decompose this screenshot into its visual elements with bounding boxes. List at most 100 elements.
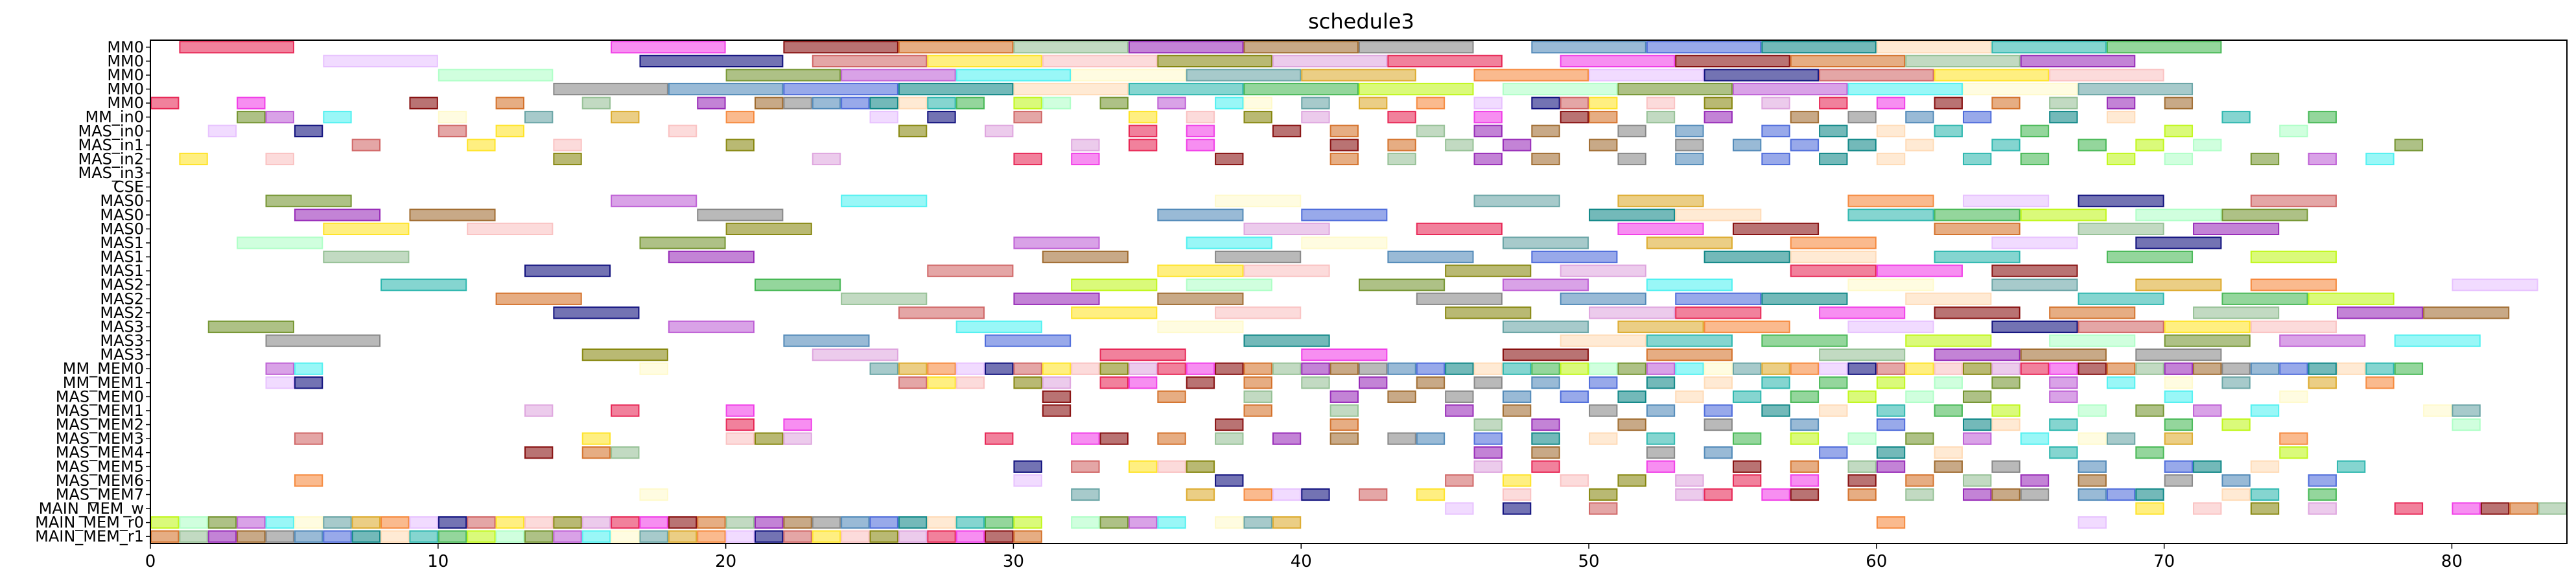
task-bar	[639, 236, 726, 249]
task-bar	[1761, 362, 1790, 375]
task-bar	[2049, 362, 2078, 375]
task-bar	[237, 236, 323, 249]
task-bar	[1387, 54, 1503, 68]
task-bar	[1560, 362, 1589, 375]
task-bar	[150, 530, 180, 543]
task-bar	[2193, 139, 2222, 152]
task-bar	[1646, 279, 1733, 292]
task-bar	[2250, 460, 2280, 473]
task-bar	[2106, 152, 2136, 166]
task-bar	[207, 516, 237, 529]
task-bar	[869, 362, 898, 375]
task-bar	[1963, 362, 1992, 375]
task-bar	[1157, 432, 1186, 445]
task-bar	[1675, 362, 1704, 375]
task-bar	[1215, 516, 1244, 529]
task-bar	[1876, 362, 1906, 375]
task-bar	[869, 97, 898, 109]
task-bar	[1589, 97, 1618, 109]
task-bar	[2308, 111, 2337, 124]
task-bar	[668, 82, 784, 96]
task-bar	[1991, 236, 2078, 249]
plot-background	[150, 40, 2567, 543]
task-bar	[1617, 222, 1704, 236]
task-bar	[2049, 390, 2078, 404]
task-bar	[1790, 111, 1820, 124]
task-bar	[1732, 390, 1762, 404]
task-bar	[2135, 362, 2164, 375]
task-bar	[1416, 124, 1446, 137]
task-bar	[2078, 82, 2194, 96]
task-bar	[351, 516, 381, 529]
task-bar	[1329, 432, 1359, 445]
task-bar	[1502, 502, 1532, 515]
task-bar	[1732, 139, 1762, 152]
task-bar	[553, 530, 582, 543]
task-bar	[2452, 404, 2481, 417]
task-bar	[2423, 404, 2452, 417]
task-bar	[2078, 460, 2107, 473]
task-bar	[1589, 111, 1618, 124]
task-bar	[581, 348, 668, 361]
task-bar	[2250, 488, 2280, 501]
task-bar	[409, 530, 438, 543]
task-bar	[1186, 69, 1302, 82]
task-bar	[1991, 362, 2020, 375]
task-bar	[467, 139, 496, 152]
task-bar	[495, 97, 524, 109]
task-bar	[2078, 516, 2107, 529]
y-tick-label: MAS2	[100, 276, 144, 294]
task-bar	[1013, 474, 1042, 487]
task-bar	[1790, 488, 1820, 501]
plot-area	[150, 40, 2567, 543]
task-bar	[2106, 41, 2222, 54]
task-bar	[1876, 516, 1906, 529]
x-tick-label: 0	[145, 552, 156, 571]
task-bar	[2365, 362, 2395, 375]
task-bar	[725, 404, 755, 417]
task-bar	[294, 530, 323, 543]
y-tick-label: MAS2	[100, 304, 144, 322]
task-bar	[2221, 362, 2251, 375]
task-bar	[1243, 97, 1272, 109]
task-bar	[1819, 97, 1848, 109]
task-bar	[1991, 404, 2020, 417]
task-bar	[1646, 446, 1676, 459]
task-bar	[611, 111, 640, 124]
task-bar	[179, 41, 294, 54]
task-bar	[2078, 194, 2164, 207]
task-bar	[265, 334, 381, 347]
x-tick-label: 10	[427, 552, 449, 571]
task-bar	[611, 404, 640, 417]
task-bar	[1963, 418, 1992, 431]
task-bar	[1473, 362, 1503, 375]
task-bar	[1905, 139, 1934, 152]
task-bar	[1646, 97, 1676, 109]
task-bar	[2279, 432, 2308, 445]
task-bar	[1186, 362, 1215, 375]
y-tick-label: MAS_in2	[78, 150, 144, 168]
task-bar	[1157, 264, 1244, 277]
task-bar	[755, 530, 784, 543]
x-tick-label: 80	[2441, 552, 2463, 571]
task-bar	[1243, 334, 1330, 347]
task-bar	[1301, 348, 1388, 361]
task-bar	[1157, 362, 1186, 375]
task-bar	[1013, 292, 1100, 305]
task-bar	[927, 111, 956, 124]
task-bar	[927, 376, 956, 389]
y-tick-label: MAS2	[100, 290, 144, 308]
task-bar	[1675, 124, 1704, 137]
task-bar	[2106, 488, 2136, 501]
task-bar	[1732, 432, 1762, 445]
task-bar	[2049, 418, 2078, 431]
task-bar	[1790, 362, 1820, 375]
y-tick-label: MAS_MEM4	[56, 444, 144, 462]
y-tick-label: MM0	[107, 80, 144, 98]
task-bar	[323, 111, 352, 124]
task-bar	[1301, 69, 1416, 82]
task-bar	[381, 530, 410, 543]
task-bar	[1991, 488, 2020, 501]
y-tick-label: MAS_MEM0	[56, 387, 144, 406]
task-bar	[1359, 41, 1474, 54]
